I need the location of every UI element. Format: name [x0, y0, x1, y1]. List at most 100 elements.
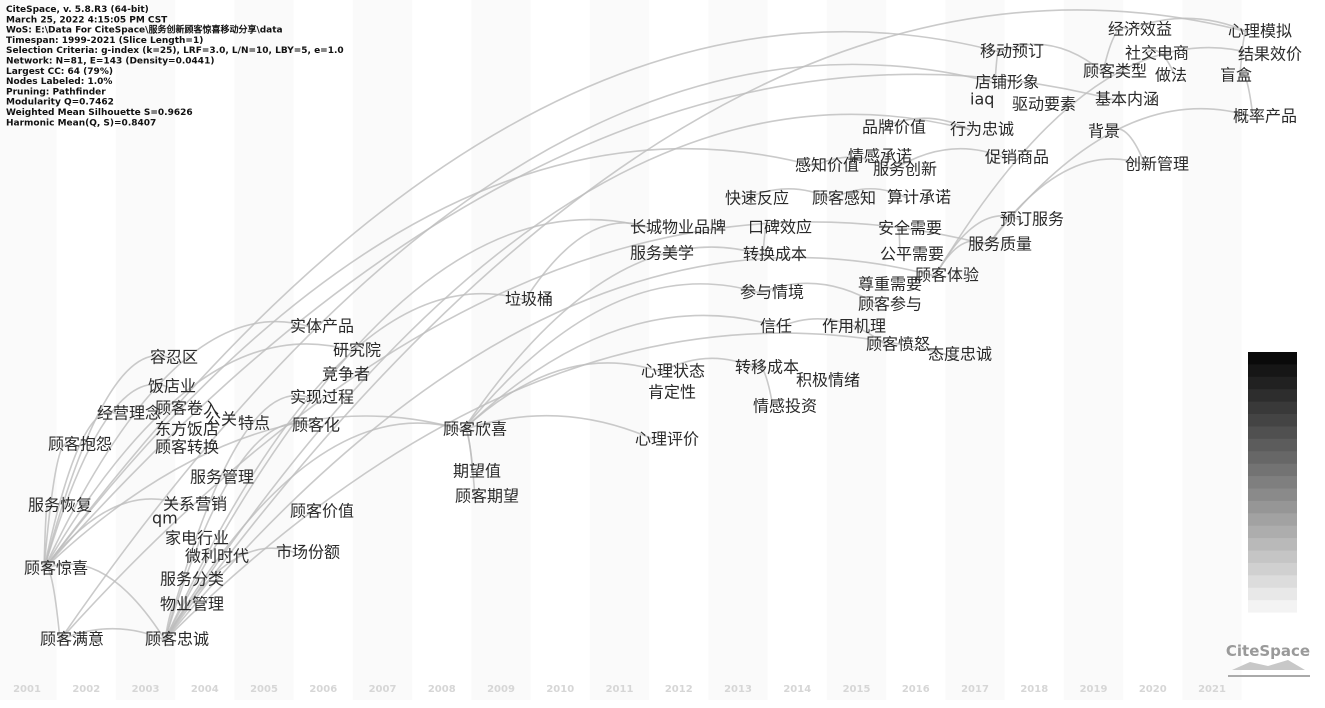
- edge: [43, 354, 171, 570]
- color-legend: [1248, 352, 1297, 626]
- node-label: 实现过程: [290, 388, 354, 407]
- node-label: 顾客抱怨: [48, 435, 112, 454]
- node-label: 背景: [1088, 122, 1120, 141]
- info-line: Selection Criteria: g-index (k=25), LRF=…: [6, 46, 344, 56]
- year-band: [708, 0, 768, 700]
- edge: [881, 117, 971, 131]
- node-label: 肯定性: [648, 383, 696, 402]
- node-label: 期望值: [453, 462, 501, 481]
- edge: [934, 46, 1259, 277]
- year-band: [115, 0, 176, 700]
- year-band: [945, 0, 1005, 700]
- edge: [43, 415, 464, 570]
- node-label: 顾客转换: [155, 438, 219, 457]
- node-label: 积极情绪: [796, 371, 860, 390]
- edge: [462, 414, 656, 441]
- node-label: 店铺形象: [975, 73, 1039, 92]
- node-label: 参与情境: [740, 283, 804, 302]
- edge: [524, 222, 651, 301]
- edge: [1102, 26, 1129, 73]
- node-label: 家电行业: [165, 529, 229, 548]
- logo: CiteSpace: [1226, 642, 1310, 660]
- node-label: 特点: [238, 414, 270, 433]
- year-label: 2013: [724, 684, 752, 695]
- node-label: 顾客期望: [455, 487, 519, 506]
- node-label: 饭店业: [148, 377, 196, 396]
- node-label: 经济效益: [1108, 20, 1172, 39]
- node-label: 公平需要: [880, 245, 944, 264]
- edge: [462, 246, 764, 431]
- year-label: 2009: [487, 684, 515, 695]
- node-label: 算计承诺: [887, 188, 951, 207]
- edge: [1239, 29, 1249, 77]
- year-band: [0, 0, 57, 700]
- year-label: 2005: [250, 684, 278, 695]
- node-label: 感知价值: [795, 156, 859, 175]
- node-label: 口碑效应: [748, 218, 812, 237]
- node-label: 服务管理: [190, 468, 254, 487]
- node-label: iaq: [970, 90, 994, 109]
- edge: [43, 443, 69, 570]
- info-line: Timespan: 1999-2021 (Slice Length=1): [6, 36, 203, 46]
- year-band: [1063, 0, 1124, 700]
- year-label: 2016: [902, 684, 930, 695]
- info-line: WoS: E:\Data For CiteSpace\服务创新顾客惊喜移动分享\…: [6, 24, 283, 36]
- legend-strip: [1248, 562, 1297, 576]
- node-label: 服务美学: [630, 244, 694, 263]
- year-band: [352, 0, 413, 700]
- year-label: 2017: [961, 684, 989, 695]
- node-label: 促销商品: [985, 148, 1049, 167]
- node-label: qm: [152, 509, 178, 528]
- year-label: 2015: [843, 684, 871, 695]
- logo-icon: [1232, 660, 1305, 670]
- legend-strip: [1248, 376, 1297, 390]
- legend-strip: [1248, 513, 1297, 527]
- node-label: 公关: [205, 410, 237, 429]
- edges: [43, 9, 1259, 641]
- edge: [43, 30, 1001, 570]
- node-label: 顾客卷入: [155, 399, 219, 418]
- node-label: 心理状态: [641, 362, 705, 381]
- node-label: 转移成本: [735, 358, 799, 377]
- edge: [744, 187, 833, 200]
- node-label: 微利时代: [185, 547, 249, 566]
- edge: [43, 343, 354, 570]
- node-label: 驱动要素: [1012, 95, 1076, 114]
- legend-strip: [1248, 463, 1297, 477]
- node-label: 基本内涵: [1095, 90, 1159, 109]
- year-band: [471, 0, 531, 700]
- edge: [762, 224, 769, 256]
- legend-strip: [1248, 525, 1297, 539]
- node-label: 长城物业品牌: [630, 218, 726, 237]
- edge: [164, 113, 971, 641]
- year-label: 2004: [191, 684, 219, 695]
- year-label: 2007: [369, 684, 397, 695]
- node-label: 实体产品: [290, 317, 354, 336]
- year-label: 2008: [428, 684, 456, 695]
- edge: [1127, 17, 1249, 33]
- node-label: 心理模拟: [1228, 22, 1292, 41]
- node-label: 研究院: [333, 341, 381, 360]
- node-label: 顾客参与: [858, 295, 922, 314]
- edge: [59, 63, 996, 641]
- edge: [462, 362, 662, 431]
- node-label: 盲盒: [1220, 66, 1252, 85]
- year-label: 2002: [72, 684, 100, 695]
- year-label: 2001: [13, 684, 41, 695]
- edge: [892, 147, 1006, 171]
- node-label: 经营理念: [97, 404, 161, 423]
- edge: [831, 187, 908, 200]
- edge: [897, 225, 901, 256]
- node-label: 尊重需要: [858, 275, 922, 294]
- info-line: March 25, 2022 4:15:05 PM CST: [6, 15, 168, 25]
- year-label: 2018: [1020, 684, 1048, 695]
- legend-strip: [1248, 364, 1297, 378]
- node-label: 品牌价值: [862, 118, 926, 137]
- edge: [994, 49, 1001, 84]
- year-label: 2019: [1080, 684, 1108, 695]
- year-label: 2012: [665, 684, 693, 695]
- node-label: 服务分类: [160, 570, 224, 589]
- legend-strip: [1248, 587, 1297, 601]
- labels: 2001 2002 2003 2004 2005 2006 2007 2008 2009 2010…: [6, 5, 1302, 695]
- info-line: Modularity Q=0.7462: [6, 98, 114, 108]
